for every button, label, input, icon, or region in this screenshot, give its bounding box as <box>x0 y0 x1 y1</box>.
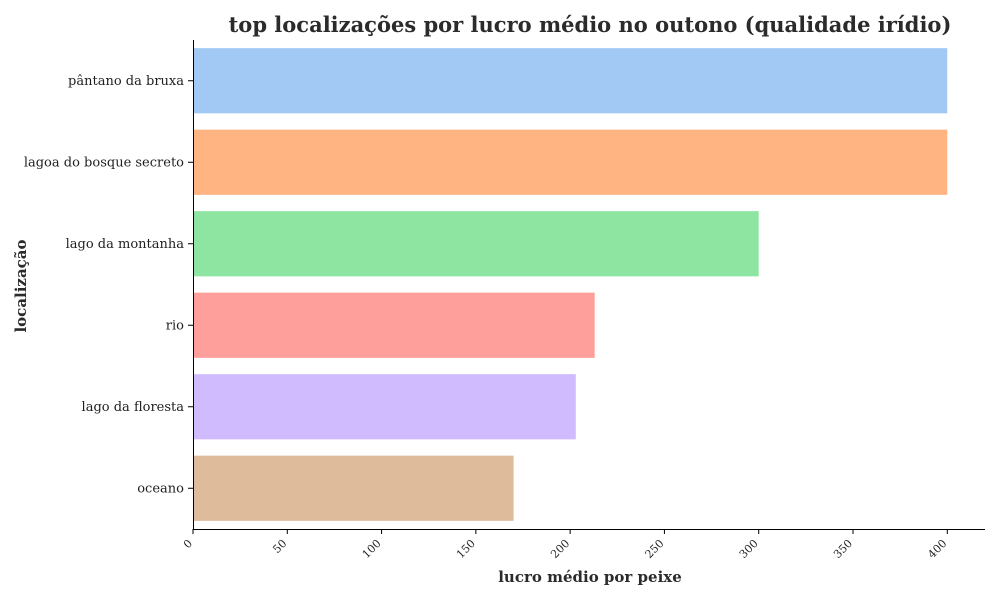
bar-1 <box>194 129 948 195</box>
bar-2 <box>194 211 759 277</box>
y-tick-label: rio <box>166 318 184 333</box>
y-tick-labels: pântano da bruxa lagoa do bosque secreto l… <box>24 74 184 497</box>
y-tick-label: oceano <box>137 481 184 496</box>
x-tick-label: 400 <box>925 537 949 561</box>
x-tick-label: 200 <box>548 537 572 561</box>
chart-title: top localizações por lucro médio no outo… <box>229 12 952 37</box>
x-tick-label: 50 <box>270 537 289 556</box>
y-tick-label: pântano da bruxa <box>68 74 184 89</box>
x-tick-label: 150 <box>454 537 478 561</box>
y-axis-label: localização <box>12 239 30 332</box>
x-tick-label: 100 <box>360 537 384 561</box>
bar-5 <box>194 455 514 521</box>
bar-4 <box>194 374 576 440</box>
y-tick-marks <box>188 80 193 489</box>
x-axis-label: lucro médio por peixe <box>498 568 682 586</box>
x-tick-label: 350 <box>831 537 855 561</box>
x-tick-label: 300 <box>737 537 761 561</box>
y-tick-label: lago da montanha <box>66 237 185 252</box>
x-ticks: 0 50 100 150 200 250 300 350 400 <box>181 529 949 561</box>
bar-0 <box>194 48 948 114</box>
bar-3 <box>194 292 595 358</box>
y-tick-label: lago da floresta <box>82 400 185 415</box>
y-tick-label: lagoa do bosque secreto <box>24 155 184 170</box>
bars-group <box>194 48 948 521</box>
x-tick-label: 0 <box>181 537 195 551</box>
x-tick-label: 250 <box>643 537 667 561</box>
